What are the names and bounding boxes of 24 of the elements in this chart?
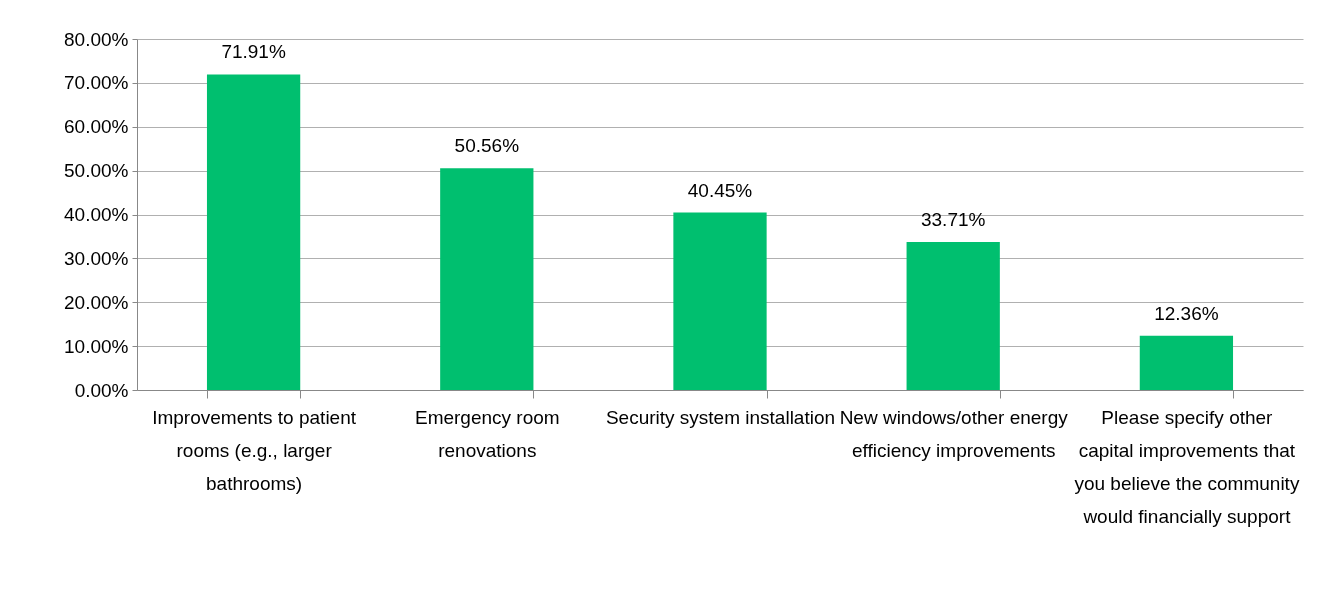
bar xyxy=(206,74,301,390)
data-label: 71.91% xyxy=(221,41,286,63)
x-tick-label: Emergency room renovations xyxy=(414,406,560,461)
y-tick-label: 30.00% xyxy=(64,247,129,269)
data-label: 40.45% xyxy=(687,179,753,201)
y-tick-label: 80.00% xyxy=(64,28,129,50)
data-label: 12.36% xyxy=(1154,302,1219,324)
bar xyxy=(673,212,767,390)
data-label: 33.71% xyxy=(920,209,986,231)
y-tick-label: 20.00% xyxy=(64,291,129,313)
x-tick-label: Security system installation xyxy=(605,406,836,428)
y-tick-label: 0.00% xyxy=(74,379,129,401)
data-label: 50.56% xyxy=(454,135,520,157)
x-tick-label: New windows/other energy efficiency improvements xyxy=(839,406,1069,461)
x-tick-label: Please specify other capital improvements that you believe the community would financially support xyxy=(1074,406,1300,527)
bar xyxy=(440,168,534,390)
y-tick-label: 40.00% xyxy=(64,204,129,225)
bar xyxy=(906,242,1000,390)
x-tick-label: Improvements to patient rooms (e.g., larger bathrooms) xyxy=(152,406,357,494)
y-tick-label: 50.00% xyxy=(64,160,129,182)
y-tick-label: 60.00% xyxy=(64,116,129,138)
y-tick-label: 10.00% xyxy=(64,335,129,357)
y-tick-label: 70.00% xyxy=(64,72,129,94)
bar xyxy=(1139,335,1234,390)
